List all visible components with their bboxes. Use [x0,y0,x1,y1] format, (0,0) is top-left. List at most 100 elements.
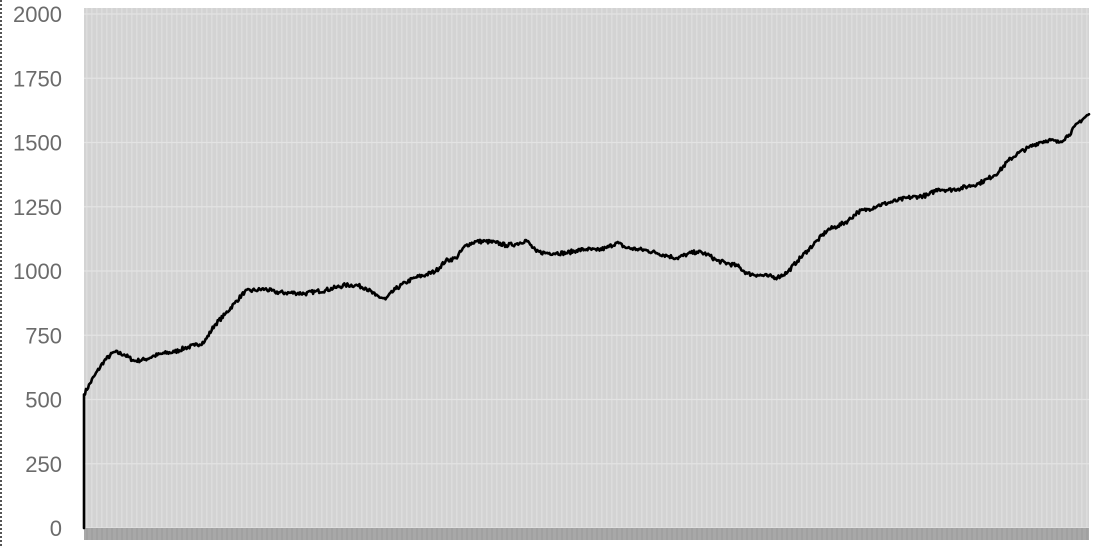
y-tick-label: 250 [25,452,62,477]
minor-band [1051,8,1053,528]
minor-band [566,8,568,528]
minor-band [586,8,588,528]
minor-band [716,8,718,528]
minor-band [396,8,398,528]
minor-band [596,8,598,528]
minor-band [976,8,978,528]
minor-band [391,8,393,528]
minor-band [1041,8,1043,528]
minor-band [401,8,403,528]
y-tick-label: 500 [25,388,62,413]
minor-band [946,8,948,528]
minor-band [341,8,343,528]
minor-band [171,8,173,528]
minor-band [246,8,248,528]
minor-band [666,8,668,528]
minor-band [1086,8,1088,528]
minor-band [121,8,123,528]
minor-band [431,8,433,528]
minor-band [756,8,758,528]
minor-band [106,8,108,528]
minor-band [876,8,878,528]
minor-band [571,8,573,528]
minor-band [601,8,603,528]
minor-band [841,8,843,528]
minor-band [531,8,533,528]
minor-band [706,8,708,528]
minor-band [1031,8,1033,528]
minor-band [461,8,463,528]
minor-band [526,8,528,528]
minor-band [916,8,918,528]
minor-band [991,8,993,528]
minor-band [576,8,578,528]
minor-band [631,8,633,528]
minor-band [921,8,923,528]
minor-bands [86,8,1088,528]
minor-band [721,8,723,528]
minor-band [941,8,943,528]
minor-band [646,8,648,528]
minor-band [641,8,643,528]
minor-band [136,8,138,528]
minor-band [1056,8,1058,528]
minor-band [371,8,373,528]
minor-band [836,8,838,528]
minor-band [296,8,298,528]
minor-band [506,8,508,528]
minor-band [166,8,168,528]
minor-band [416,8,418,528]
minor-band [891,8,893,528]
minor-band [321,8,323,528]
minor-band [986,8,988,528]
minor-band [966,8,968,528]
minor-band [256,8,258,528]
minor-band [336,8,338,528]
minor-band [291,8,293,528]
minor-band [661,8,663,528]
minor-band [201,8,203,528]
minor-band [616,8,618,528]
minor-band [776,8,778,528]
minor-band [936,8,938,528]
minor-band [846,8,848,528]
minor-band [926,8,928,528]
minor-band [301,8,303,528]
minor-band [861,8,863,528]
minor-band [676,8,678,528]
minor-band [426,8,428,528]
minor-band [516,8,518,528]
minor-band [621,8,623,528]
minor-band [751,8,753,528]
minor-band [821,8,823,528]
y-tick-label: 1250 [13,195,62,220]
minor-band [176,8,178,528]
minor-band [131,8,133,528]
minor-band [101,8,103,528]
minor-band [1021,8,1023,528]
minor-band [266,8,268,528]
minor-band [736,8,738,528]
minor-band [366,8,368,528]
minor-band [611,8,613,528]
minor-band [911,8,913,528]
minor-band [406,8,408,528]
minor-band [696,8,698,528]
minor-band [681,8,683,528]
minor-band [816,8,818,528]
minor-band [96,8,98,528]
minor-band [931,8,933,528]
minor-band [766,8,768,528]
minor-band [806,8,808,528]
minor-band [656,8,658,528]
minor-band [856,8,858,528]
minor-band [796,8,798,528]
minor-band [351,8,353,528]
minor-band [511,8,513,528]
minor-band [886,8,888,528]
x-ticks [86,528,1088,540]
y-axis-labels: 0 250 500 750 1000 1250 1500 1750 2000 [13,2,62,541]
minor-band [691,8,693,528]
minor-band [276,8,278,528]
y-tick-label: 1750 [13,66,62,91]
